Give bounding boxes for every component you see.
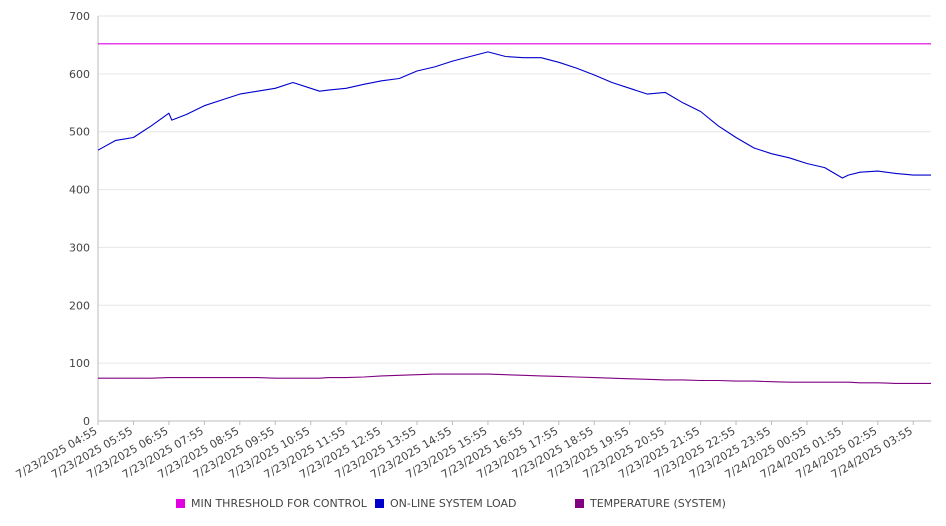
y-tick-label: 500: [69, 126, 90, 139]
x-tick-labels: 7/23/2025 04:557/23/2025 05:557/23/2025 …: [14, 424, 915, 481]
legend: MIN THRESHOLD FOR CONTROL ON-LINE SYSTEM…: [0, 497, 946, 515]
y-tick-labels: 0 100 200 300 400 500 600 700: [69, 10, 90, 428]
y-tick-label: 100: [69, 357, 90, 370]
legend-item-temperature[interactable]: TEMPERATURE (SYSTEM): [575, 497, 726, 510]
legend-label-temperature: TEMPERATURE (SYSTEM): [590, 497, 726, 510]
y-tick-label: 400: [69, 184, 90, 197]
y-tick-label: 200: [69, 299, 90, 312]
series-line-temperature: [98, 373, 931, 384]
y-tick-label: 700: [69, 10, 90, 23]
legend-item-threshold[interactable]: MIN THRESHOLD FOR CONTROL: [176, 497, 367, 510]
series-line-load: [97, 51, 931, 179]
y-tick-label: 600: [69, 68, 90, 81]
legend-swatch-threshold: [176, 499, 185, 508]
y-tick-label: 0: [83, 415, 90, 428]
legend-swatch-temperature: [575, 499, 584, 508]
legend-label-threshold: MIN THRESHOLD FOR CONTROL: [191, 497, 367, 510]
grid-lines: [98, 15, 931, 364]
y-tick-label: 300: [69, 241, 90, 254]
axes: [97, 16, 931, 425]
legend-item-load[interactable]: ON-LINE SYSTEM LOAD: [375, 497, 516, 510]
legend-label-load: ON-LINE SYSTEM LOAD: [390, 497, 517, 510]
legend-swatch-load: [375, 499, 384, 508]
series-lines: [97, 43, 931, 384]
